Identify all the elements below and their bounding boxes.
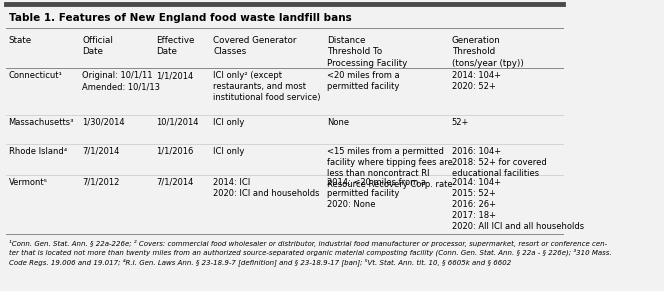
Text: Covered Generator
Classes: Covered Generator Classes [213,36,297,56]
Text: Effective
Date: Effective Date [156,36,195,56]
Text: Official
Date: Official Date [82,36,114,56]
Text: 2016: 104+
2018: 52+ for covered
educational facilities: 2016: 104+ 2018: 52+ for covered educati… [452,147,546,178]
Text: 1/30/2014: 1/30/2014 [82,118,125,127]
Text: Connecticut¹: Connecticut¹ [9,71,62,80]
Text: Massachusetts³: Massachusetts³ [9,118,74,127]
Text: 7/1/2014: 7/1/2014 [156,178,194,187]
Text: Original: 10/1/11
Amended: 10/1/13: Original: 10/1/11 Amended: 10/1/13 [82,71,161,91]
Text: Generation
Threshold
(tons/year (tpy)): Generation Threshold (tons/year (tpy)) [452,36,524,68]
Text: <15 miles from a permitted
facility where tipping fees are
less than noncontract: <15 miles from a permitted facility wher… [327,147,453,189]
Text: ICI only² (except
restaurants, and most
institutional food service): ICI only² (except restaurants, and most … [213,71,321,102]
Text: None: None [327,118,349,127]
Text: ICI only: ICI only [213,147,244,156]
Text: 2014: ICI
2020: ICI and households: 2014: ICI 2020: ICI and households [213,178,319,198]
Text: 1/1/2014: 1/1/2014 [156,71,193,80]
Text: Vermont⁵: Vermont⁵ [9,178,48,187]
Text: 2014: 104+
2015: 52+
2016: 26+
2017: 18+
2020: All ICI and all households: 2014: 104+ 2015: 52+ 2016: 26+ 2017: 18+… [452,178,584,231]
Text: 7/1/2014: 7/1/2014 [82,147,120,156]
Text: ICI only: ICI only [213,118,244,127]
Text: 2014: <20 miles from a
permitted facility
2020: None: 2014: <20 miles from a permitted facilit… [327,178,426,209]
Text: 10/1/2014: 10/1/2014 [156,118,199,127]
Text: Distance
Threshold To
Processing Facility: Distance Threshold To Processing Facilit… [327,36,407,68]
Text: <20 miles from a
permitted facility: <20 miles from a permitted facility [327,71,399,91]
Text: 1/1/2016: 1/1/2016 [156,147,194,156]
Text: 7/1/2012: 7/1/2012 [82,178,120,187]
Text: 2014: 104+
2020: 52+: 2014: 104+ 2020: 52+ [452,71,501,91]
Text: 52+: 52+ [452,118,469,127]
Text: Table 1. Features of New England food waste landfill bans: Table 1. Features of New England food wa… [9,13,351,23]
Text: State: State [9,36,32,45]
Text: ¹Conn. Gen. Stat. Ann. § 22a-226e; ² Covers: commercial food wholesaler or distr: ¹Conn. Gen. Stat. Ann. § 22a-226e; ² Cov… [9,240,611,266]
Text: Rhode Island⁴: Rhode Island⁴ [9,147,67,156]
